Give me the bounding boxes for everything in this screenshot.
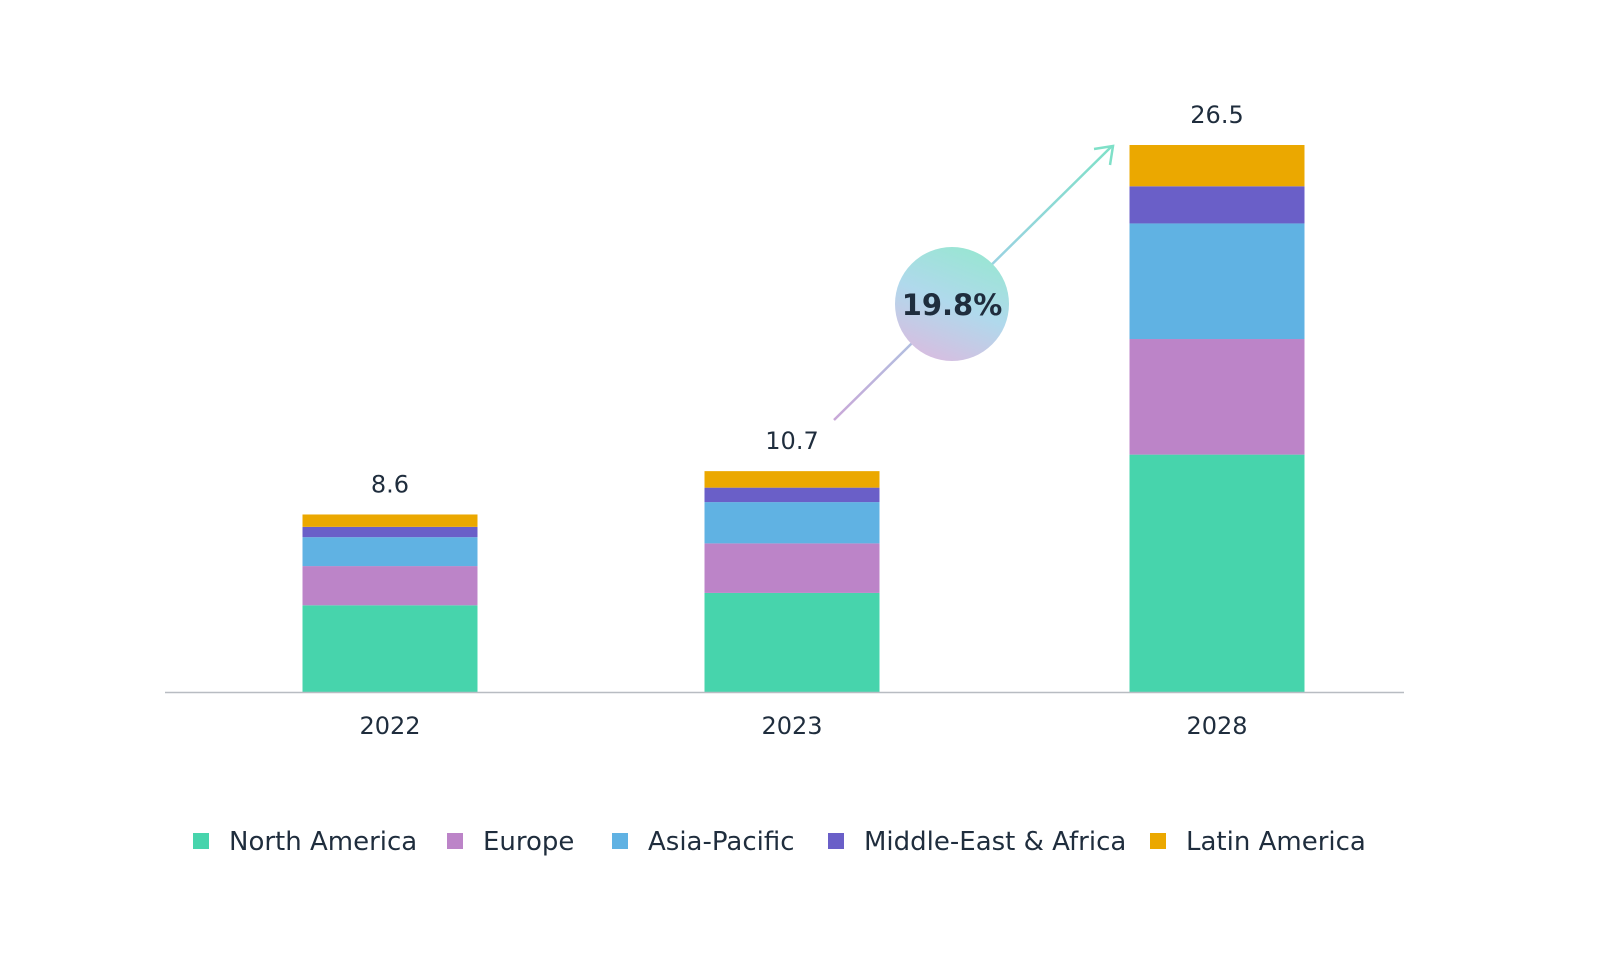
legend-item: Asia-Pacific xyxy=(612,827,795,857)
total-label-2028: 26.5 xyxy=(1190,101,1243,129)
bar-segment-north-america-2022 xyxy=(302,605,478,692)
x-tick-label: 2023 xyxy=(761,712,822,740)
bar-segment-latin-america-2028 xyxy=(1129,145,1305,187)
legend-swatch xyxy=(612,833,628,849)
bar-segment-europe-2028 xyxy=(1129,339,1305,455)
legend-label: Middle-East & Africa xyxy=(864,827,1126,857)
legend-item: Europe xyxy=(447,827,574,857)
legend-label: Europe xyxy=(483,827,574,857)
bar-segment-middle-east-africa-2023 xyxy=(704,487,880,503)
bar-segment-north-america-2028 xyxy=(1129,454,1305,692)
cagr-bubble xyxy=(895,247,1009,361)
legend-item: Latin America xyxy=(1150,827,1366,857)
legend-swatch xyxy=(1150,833,1166,849)
legend-swatch xyxy=(828,833,844,849)
legend-item: Middle-East & Africa xyxy=(828,827,1126,857)
bar-segment-north-america-2023 xyxy=(704,592,880,692)
legend-label: North America xyxy=(229,827,417,857)
bar-2022 xyxy=(302,514,478,692)
bar-segment-latin-america-2022 xyxy=(302,514,478,527)
bar-segment-asia-pacific-2023 xyxy=(704,502,880,544)
bar-segment-europe-2022 xyxy=(302,566,478,606)
legend: North America Europe Asia-Pacific Middle-Ea… xyxy=(193,827,1366,857)
bar-2028 xyxy=(1129,145,1305,692)
legend-item: North America xyxy=(193,827,417,857)
legend-swatch xyxy=(447,833,463,849)
x-tick-label: 2022 xyxy=(359,712,420,740)
bar-segment-middle-east-africa-2022 xyxy=(302,526,478,538)
x-tick-label: 2028 xyxy=(1186,712,1247,740)
total-label-2022: 8.6 xyxy=(371,470,409,498)
bar-segment-europe-2023 xyxy=(704,543,880,593)
bar-segment-latin-america-2023 xyxy=(704,471,880,488)
total-label-2023: 10.7 xyxy=(765,427,818,455)
cagr-label: 19.8% xyxy=(902,288,1003,322)
legend-label: Asia-Pacific xyxy=(648,827,795,857)
bar-segment-asia-pacific-2028 xyxy=(1129,223,1305,340)
bar-2023 xyxy=(704,471,880,692)
bar-segment-asia-pacific-2022 xyxy=(302,537,478,567)
legend-label: Latin America xyxy=(1186,827,1366,857)
bar-segment-middle-east-africa-2028 xyxy=(1129,186,1305,224)
legend-swatch xyxy=(193,833,209,849)
